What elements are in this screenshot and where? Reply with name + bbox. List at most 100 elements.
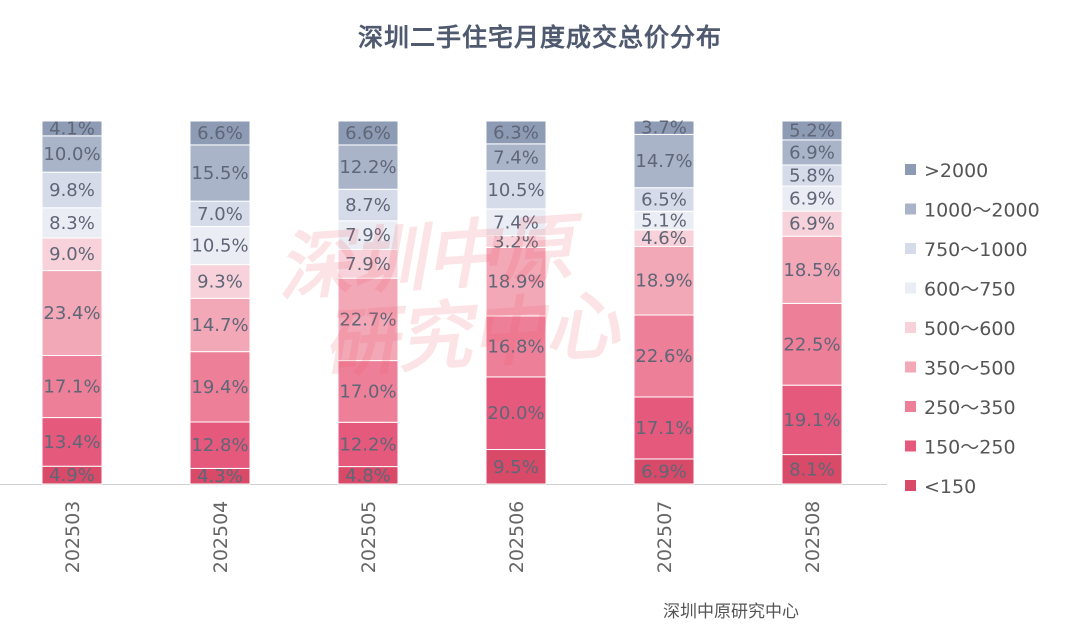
data-label-202504-1: 12.8%: [191, 435, 248, 456]
bar-segment-202507-2: [633, 314, 695, 398]
bar-segment-202503-3: [41, 270, 103, 356]
bar-segment-202503-2: [41, 354, 103, 419]
legend-label-8: <150: [924, 476, 976, 498]
data-label-202505-4: 7.9%: [345, 254, 391, 275]
data-label-202504-3: 14.7%: [191, 315, 248, 336]
chart-title: 深圳二手住宅月度成交总价分布: [357, 23, 722, 52]
bar-segment-202507-3: [633, 245, 695, 316]
data-label-202508-7: 6.9%: [789, 142, 835, 163]
data-label-202507-5: 5.1%: [641, 211, 687, 232]
bar-segment-202503-4: [41, 237, 103, 272]
bar-segment-202504-5: [189, 226, 251, 266]
legend-label-2: 750～1000: [924, 239, 1028, 261]
data-label-202503-6: 9.8%: [49, 180, 95, 201]
bar-segment-202507-8: [633, 120, 695, 135]
data-label-202504-4: 9.3%: [197, 271, 243, 292]
bar-segment-202508-3: [781, 235, 843, 304]
data-label-202503-3: 23.4%: [43, 303, 100, 324]
data-label-202505-6: 8.7%: [345, 195, 391, 216]
bar-segment-202503-5: [41, 207, 103, 239]
bar-segment-202508-0: [781, 454, 843, 485]
x-tick-label-202508: 202508: [802, 501, 824, 574]
bar-segment-202505-4: [337, 249, 399, 279]
bar-segment-202508-1: [781, 384, 843, 456]
bar-segment-202505-8: [337, 120, 399, 146]
legend-swatch-1: [905, 203, 916, 215]
data-label-202508-8: 5.2%: [789, 120, 835, 141]
bar-segment-202505-3: [337, 277, 399, 362]
data-label-202505-8: 6.6%: [345, 123, 391, 144]
data-label-202503-8: 4.1%: [49, 118, 95, 139]
data-label-202503-1: 13.4%: [43, 432, 100, 453]
bar-segment-202508-5: [781, 185, 843, 212]
bar-segment-202507-0: [633, 458, 695, 485]
bar-segment-202503-8: [41, 120, 103, 137]
data-label-202508-2: 22.5%: [783, 334, 840, 355]
data-label-202505-5: 7.9%: [345, 225, 391, 246]
data-label-202508-4: 6.9%: [789, 214, 835, 235]
legend-swatch-0: [905, 164, 916, 175]
bar-segment-202508-8: [781, 120, 843, 141]
bar-segment-202504-2: [189, 351, 251, 423]
legend-swatch-6: [905, 401, 916, 412]
data-label-202508-6: 5.8%: [789, 166, 835, 187]
legend-label-7: 150～250: [924, 437, 1016, 459]
bar-segment-202508-7: [781, 139, 843, 166]
legend-swatch-5: [905, 361, 916, 373]
bar-segment-202504-6: [189, 200, 251, 228]
legend-swatch-8: [905, 480, 916, 491]
data-label-202506-3: 18.9%: [487, 272, 544, 293]
data-label-202507-7: 14.7%: [635, 151, 692, 172]
legend-label-3: 600～750: [924, 279, 1016, 301]
data-label-202504-5: 10.5%: [191, 236, 248, 257]
data-label-202503-4: 9.0%: [49, 244, 95, 265]
bar-segment-202506-3: [485, 246, 547, 317]
data-label-202506-5: 7.4%: [493, 212, 539, 233]
data-label-202504-0: 4.3%: [197, 466, 243, 487]
data-label-202505-1: 12.2%: [339, 434, 396, 455]
legend-label-0: >2000: [924, 160, 988, 182]
data-label-202504-2: 19.4%: [191, 377, 248, 398]
data-label-202506-7: 7.4%: [493, 147, 539, 168]
x-tick-label-202507: 202507: [654, 501, 676, 574]
bar-segment-202503-6: [41, 171, 103, 209]
bar-segment-202503-1: [41, 417, 103, 467]
data-label-202507-2: 22.6%: [635, 346, 692, 367]
bar-segment-202503-7: [41, 135, 103, 173]
data-label-202507-4: 4.6%: [641, 228, 687, 249]
bar-segment-202504-3: [189, 297, 251, 353]
x-tick-label-202503: 202503: [62, 501, 84, 574]
data-label-202503-0: 4.9%: [49, 465, 95, 486]
legend-swatch-4: [905, 322, 916, 333]
data-label-202503-7: 10.0%: [43, 144, 100, 165]
data-label-202504-8: 6.6%: [197, 123, 243, 144]
legend-label-6: 250～350: [924, 397, 1016, 419]
data-label-202506-6: 10.5%: [487, 180, 544, 201]
data-label-202507-6: 6.5%: [641, 190, 687, 211]
data-label-202504-7: 15.5%: [191, 163, 248, 184]
data-label-202506-1: 20.0%: [487, 403, 544, 424]
data-label-202508-0: 8.1%: [789, 459, 835, 480]
x-tick-label-202505: 202505: [358, 501, 380, 574]
data-label-202503-2: 17.1%: [43, 377, 100, 398]
bar-segment-202506-1: [485, 376, 547, 451]
data-label-202508-1: 19.1%: [783, 410, 840, 431]
legend-swatch-3: [905, 282, 916, 294]
data-label-202505-7: 12.2%: [339, 157, 396, 178]
data-label-202506-8: 6.3%: [493, 122, 539, 143]
bar-segment-202504-8: [189, 120, 251, 146]
data-label-202506-2: 16.8%: [487, 336, 544, 357]
legend-label-4: 500～600: [924, 318, 1016, 340]
bar-segment-202504-7: [189, 144, 251, 202]
source-label: 深圳中原研究中心: [663, 602, 799, 622]
bar-segment-202507-1: [633, 396, 695, 460]
bar-segment-202506-0: [485, 449, 547, 485]
x-tick-label-202506: 202506: [506, 501, 528, 574]
data-label-202506-0: 9.5%: [493, 457, 539, 478]
bar-segment-202507-7: [633, 133, 695, 189]
bar-segment-202505-5: [337, 220, 399, 251]
data-label-202503-5: 8.3%: [49, 213, 95, 234]
data-label-202507-0: 6.9%: [641, 461, 687, 482]
bar-segment-202506-8: [485, 120, 547, 145]
